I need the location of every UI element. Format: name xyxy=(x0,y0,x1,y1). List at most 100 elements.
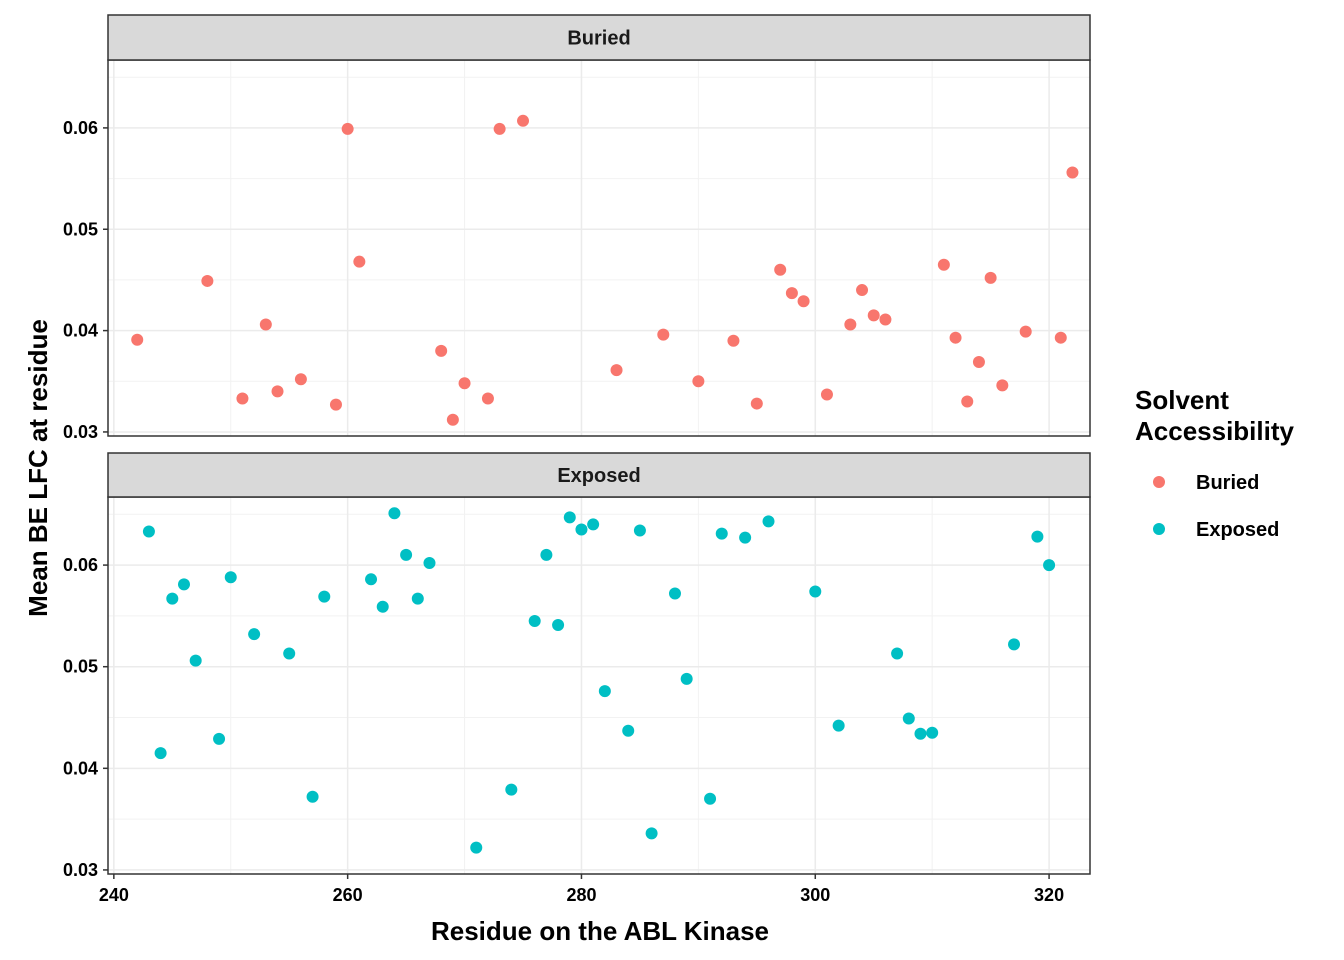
data-point-buried xyxy=(797,295,810,308)
data-point-exposed xyxy=(762,515,775,528)
legend-label-buried: Buried xyxy=(1196,472,1259,494)
data-point-exposed xyxy=(224,571,237,584)
data-point-exposed xyxy=(528,614,541,627)
data-point-exposed xyxy=(668,587,681,600)
data-point-buried xyxy=(961,395,974,408)
data-point-exposed xyxy=(832,719,845,732)
data-point-exposed xyxy=(575,523,588,536)
data-point-exposed xyxy=(1043,559,1056,572)
x-axis-title: Residue on the ABL Kinase xyxy=(431,916,769,946)
data-point-exposed xyxy=(552,619,565,632)
data-point-exposed xyxy=(154,747,167,760)
data-point-buried xyxy=(785,287,798,300)
data-point-exposed xyxy=(715,527,728,540)
data-point-buried xyxy=(844,318,857,331)
data-point-exposed xyxy=(142,525,155,538)
data-point-exposed xyxy=(166,592,179,605)
data-point-buried xyxy=(774,263,787,276)
y-tick-label: 0.06 xyxy=(63,555,98,575)
data-point-buried xyxy=(435,344,448,357)
data-point-buried xyxy=(236,392,249,405)
data-point-exposed xyxy=(540,548,553,561)
facet-strip-label: Exposed xyxy=(557,465,640,487)
data-point-buried xyxy=(481,392,494,405)
data-point-buried xyxy=(867,309,880,322)
data-point-buried xyxy=(949,331,962,344)
data-point-exposed xyxy=(470,841,483,854)
x-tick-label: 280 xyxy=(566,885,596,905)
data-point-exposed xyxy=(622,724,635,737)
data-point-exposed xyxy=(306,790,319,803)
y-axis-title: Mean BE LFC at residue xyxy=(23,319,53,617)
panel-exposed: Exposed 0.03 0.04 0.05 0.06 240 260 280 300 320 xyxy=(63,452,1091,905)
y-tick-label: 0.05 xyxy=(63,657,98,677)
data-point-exposed xyxy=(563,511,576,524)
data-point-exposed xyxy=(809,585,822,598)
data-point-buried xyxy=(984,271,997,284)
data-point-exposed xyxy=(902,712,915,725)
data-point-exposed xyxy=(1008,638,1021,651)
data-point-buried xyxy=(750,397,763,410)
data-point-buried xyxy=(341,122,354,135)
data-point-buried xyxy=(271,385,284,398)
data-point-exposed xyxy=(376,600,389,613)
data-point-buried xyxy=(996,379,1009,392)
data-point-exposed xyxy=(283,647,296,660)
panel-background xyxy=(108,497,1090,874)
panel-background xyxy=(108,60,1090,436)
data-point-buried xyxy=(1019,325,1032,338)
data-point-buried xyxy=(820,388,833,401)
legend-title: Solvent xyxy=(1135,385,1229,415)
data-point-buried xyxy=(329,398,342,411)
legend-label-exposed: Exposed xyxy=(1196,519,1279,541)
data-point-exposed xyxy=(739,531,752,544)
data-point-exposed xyxy=(587,518,600,531)
data-point-buried xyxy=(879,313,892,326)
data-point-exposed xyxy=(400,548,413,561)
y-tick-label: 0.05 xyxy=(63,219,98,239)
panel-buried: Buried 0.03 0.04 0.05 0.06 xyxy=(63,14,1091,442)
data-point-exposed xyxy=(891,647,904,660)
data-point-buried xyxy=(610,364,623,377)
data-point-exposed xyxy=(423,557,436,570)
y-tick-label: 0.06 xyxy=(63,118,98,138)
data-point-exposed xyxy=(505,783,518,796)
data-point-exposed xyxy=(388,507,401,520)
data-point-exposed xyxy=(1031,530,1044,543)
data-point-exposed xyxy=(645,827,658,840)
data-point-exposed xyxy=(248,628,261,641)
facet-strip-label: Buried xyxy=(567,28,630,50)
data-point-exposed xyxy=(213,732,226,745)
legend-key-exposed xyxy=(1153,523,1165,535)
data-point-exposed xyxy=(926,726,939,739)
legend-key-buried xyxy=(1153,476,1165,488)
data-point-exposed xyxy=(365,573,378,586)
data-point-buried xyxy=(353,255,366,268)
data-point-buried xyxy=(692,375,705,388)
data-point-buried xyxy=(972,356,985,369)
y-tick-label: 0.03 xyxy=(63,860,98,880)
data-point-exposed xyxy=(633,524,646,537)
data-point-buried xyxy=(727,334,740,347)
data-point-exposed xyxy=(411,592,424,605)
facet-strip xyxy=(107,452,1091,498)
x-tick-label: 320 xyxy=(1034,885,1064,905)
data-point-buried xyxy=(446,413,459,426)
x-tick-label: 300 xyxy=(800,885,830,905)
facet-strip xyxy=(107,14,1091,61)
data-point-buried xyxy=(458,377,471,390)
x-tick-label: 240 xyxy=(99,885,129,905)
data-point-exposed xyxy=(598,685,611,698)
data-point-buried xyxy=(294,373,307,386)
y-tick-label: 0.04 xyxy=(63,758,98,778)
data-point-buried xyxy=(131,333,144,346)
data-point-buried xyxy=(259,318,272,331)
y-tick-label: 0.03 xyxy=(63,422,98,442)
data-point-buried xyxy=(201,274,214,287)
data-point-exposed xyxy=(680,672,693,685)
data-point-exposed xyxy=(704,792,717,805)
x-tick-label: 260 xyxy=(333,885,363,905)
data-point-exposed xyxy=(914,727,927,740)
data-point-exposed xyxy=(177,578,190,591)
